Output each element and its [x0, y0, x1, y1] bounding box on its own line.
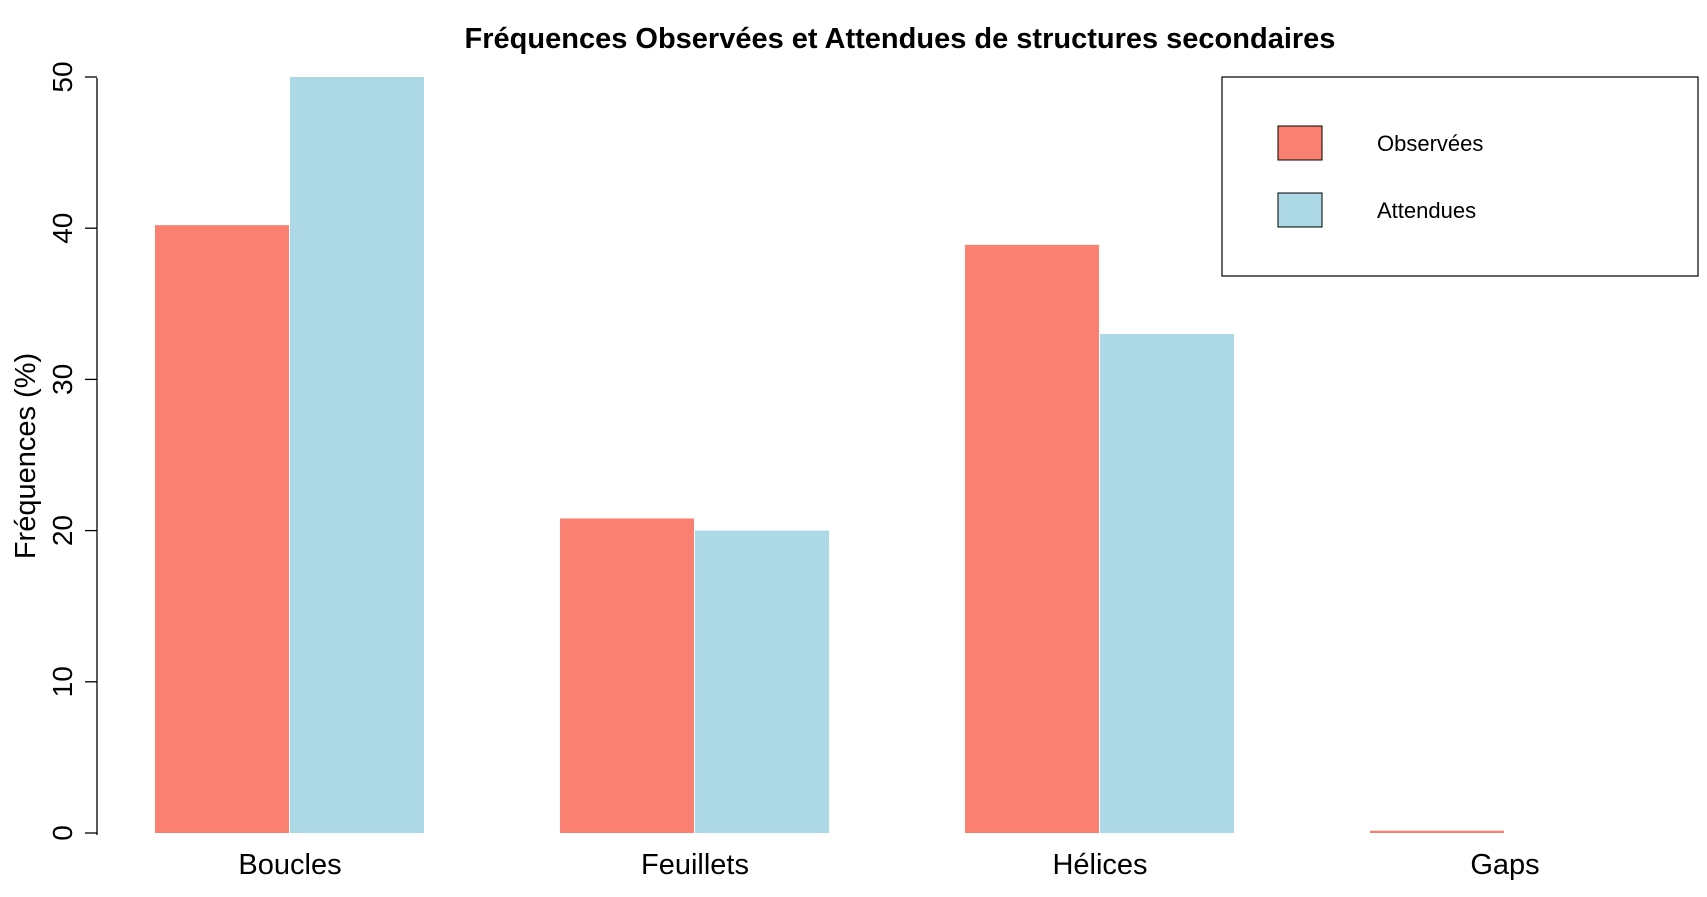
y-tick-label: 30	[47, 364, 78, 395]
legend: Observées Attendues	[1221, 76, 1699, 277]
bar-observees-helices	[965, 244, 1099, 833]
category-labels: Boucles Feuillets Hélices Gaps	[238, 849, 1539, 881]
y-tick-label: 40	[47, 213, 78, 244]
y-tick-label: 20	[47, 515, 78, 546]
x-category-label: Hélices	[1052, 849, 1147, 881]
y-tick-label: 50	[47, 61, 78, 92]
y-axis-title: Fréquences (%)	[10, 353, 42, 559]
legend-label-observees: Observées	[1377, 131, 1483, 156]
legend-swatch-observees	[1277, 125, 1323, 161]
x-category-label: Boucles	[238, 849, 341, 881]
bar-attendues-feuillets	[695, 530, 829, 833]
chart-title: Fréquences Observées et Attendues de str…	[465, 23, 1336, 55]
legend-label-attendues: Attendues	[1377, 198, 1476, 223]
x-category-label: Gaps	[1470, 849, 1539, 881]
bar-attendues-boucles	[290, 77, 424, 833]
bar-attendues-helices	[1100, 334, 1234, 833]
y-tick-label: 0	[47, 825, 78, 841]
bars-group	[155, 77, 1504, 833]
legend-box	[1221, 76, 1699, 277]
bar-observees-gaps	[1370, 830, 1504, 833]
x-category-label: Feuillets	[641, 849, 749, 881]
bar-observees-boucles	[155, 225, 289, 833]
y-tick-label: 10	[47, 666, 78, 697]
bar-observees-feuillets	[560, 518, 694, 833]
legend-swatch-attendues	[1277, 192, 1323, 228]
y-axis: 0 10 20 30 40 50	[47, 61, 98, 841]
